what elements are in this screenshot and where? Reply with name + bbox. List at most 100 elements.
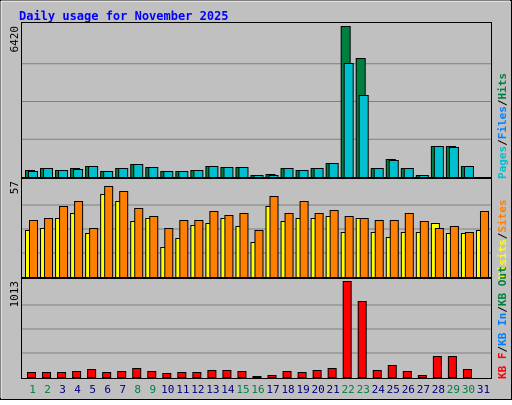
- bar-kb-f: [297, 372, 307, 378]
- legend-item: /: [496, 346, 509, 353]
- legend-item: Files: [496, 106, 509, 139]
- x-tick-label: 17: [266, 383, 279, 396]
- bar-sites: [479, 211, 489, 278]
- bar-files: [343, 63, 354, 178]
- bar-sites: [374, 220, 384, 278]
- legend: Pages/Files/Hits: [496, 73, 509, 179]
- x-tick-label: 30: [462, 383, 475, 396]
- bar-kb-f: [72, 371, 82, 378]
- bar-files: [208, 166, 219, 178]
- x-tick-label: 12: [191, 383, 204, 396]
- bar-kb-f: [357, 301, 367, 378]
- bar-kb-f: [312, 370, 322, 378]
- legend-item: Pages: [496, 146, 509, 179]
- bar-files: [133, 164, 144, 178]
- x-tick-label: 3: [59, 383, 66, 396]
- bar-files: [118, 168, 129, 178]
- bar-kb-f: [432, 356, 442, 378]
- legend-item: /: [496, 232, 509, 239]
- bar-files: [403, 168, 414, 178]
- bar-kb-f: [177, 372, 187, 378]
- panel-frame: [21, 177, 492, 279]
- bar-kb-f: [42, 372, 52, 378]
- bar-sites: [134, 208, 144, 278]
- x-tick-label: 28: [432, 383, 445, 396]
- bar-kb-f: [117, 371, 127, 378]
- bar-kb-f: [27, 372, 36, 378]
- bar-sites: [224, 215, 234, 278]
- bar-files: [163, 171, 174, 178]
- bar-kb-f: [447, 356, 457, 378]
- x-tick-label: 25: [387, 383, 400, 396]
- x-tick-label: 23: [357, 383, 370, 396]
- bar-files: [373, 168, 384, 178]
- bar-sites: [44, 218, 54, 278]
- bar-sites: [464, 232, 474, 278]
- legend: Visits/Sites: [496, 200, 509, 280]
- legend: KB F/KB In/KB Out: [496, 266, 509, 379]
- y-axis-max-label: 1013: [8, 281, 21, 308]
- bar-sites: [299, 201, 309, 278]
- legend-item: /: [496, 306, 509, 313]
- bar-sites: [149, 216, 159, 278]
- bar-kb-f: [342, 281, 352, 378]
- bar-files: [283, 168, 294, 178]
- bar-files: [328, 163, 339, 178]
- bar-sites: [119, 191, 129, 278]
- bar-files: [463, 166, 474, 178]
- x-tick-label: 20: [312, 383, 325, 396]
- bar-kb-f: [387, 365, 397, 378]
- x-tick-label: 13: [206, 383, 219, 396]
- legend-item: Hits: [496, 73, 509, 100]
- bar-files: [103, 171, 114, 178]
- bar-files: [448, 147, 459, 178]
- bar-kb-f: [327, 368, 337, 378]
- bar-files: [43, 168, 54, 178]
- bar-sites: [164, 228, 174, 278]
- bar-sites: [434, 228, 444, 278]
- bar-sites: [359, 218, 369, 278]
- legend-item: /: [496, 99, 509, 106]
- x-tick-label: 9: [149, 383, 156, 396]
- legend-item: /: [496, 139, 509, 146]
- x-tick-label: 4: [74, 383, 81, 396]
- bar-files: [238, 167, 249, 178]
- bar-sites: [419, 221, 429, 278]
- x-tick-label: 26: [402, 383, 415, 396]
- legend-item: KB F: [496, 353, 509, 380]
- bar-sites: [209, 211, 219, 278]
- bar-kb-f: [222, 370, 232, 378]
- bar-kb-f: [252, 376, 262, 378]
- bar-files: [88, 166, 99, 178]
- x-tick-label: 16: [251, 383, 264, 396]
- x-tick-label: 27: [417, 383, 430, 396]
- bar-sites: [284, 213, 294, 278]
- bar-kb-f: [282, 371, 292, 378]
- bar-files: [358, 95, 369, 178]
- x-tick-label: 22: [342, 383, 355, 396]
- x-tick-label: 14: [221, 383, 235, 396]
- x-tick-label: 7: [119, 383, 126, 396]
- bar-sites: [314, 213, 324, 278]
- bar-kb-f: [237, 371, 247, 378]
- bar-kb-f: [102, 372, 112, 378]
- bar-kb-f: [87, 369, 97, 378]
- bar-sites: [329, 210, 339, 278]
- bar-files: [58, 170, 69, 178]
- bar-files: [313, 168, 324, 178]
- bar-sites: [239, 213, 249, 278]
- bar-sites: [29, 220, 38, 278]
- bar-files: [223, 167, 234, 178]
- legend-item: KB Out: [496, 266, 509, 306]
- bar-kb-f: [192, 372, 202, 378]
- x-tick-label: 5: [89, 383, 96, 396]
- bar-files: [28, 171, 38, 178]
- legend-item: Visits: [496, 239, 509, 279]
- x-tick-label: 2: [44, 383, 51, 396]
- bar-sites: [59, 206, 69, 278]
- legend-item: KB In: [496, 313, 509, 346]
- bar-files: [433, 146, 444, 178]
